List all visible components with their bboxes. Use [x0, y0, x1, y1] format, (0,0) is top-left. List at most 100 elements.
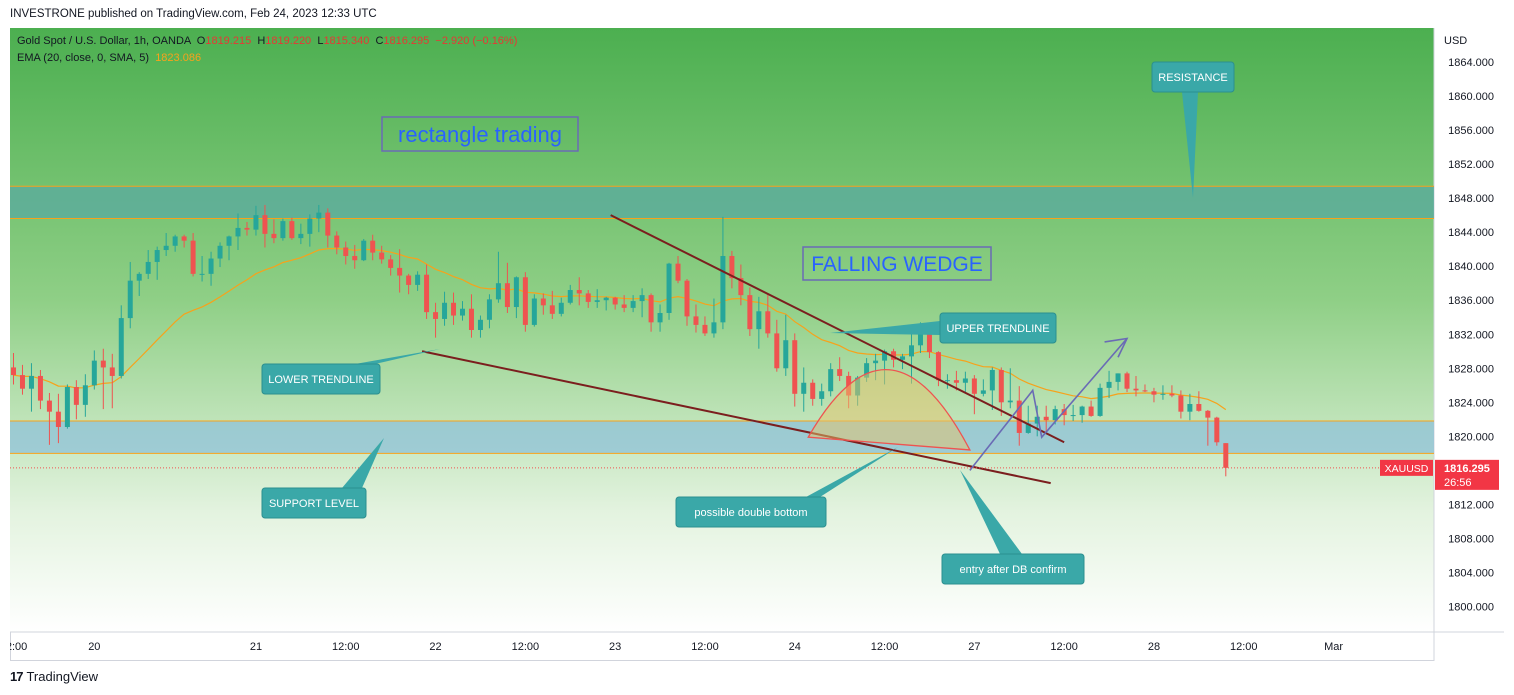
candle[interactable] — [73, 380, 79, 420]
falling-wedge-label[interactable]: FALLING WEDGE — [802, 246, 992, 281]
legend-ema-label[interactable]: EMA (20, close, 0, SMA, 5) — [17, 52, 150, 64]
candle[interactable] — [504, 262, 510, 313]
candle[interactable] — [433, 302, 439, 338]
candle[interactable] — [1088, 400, 1094, 417]
candle[interactable] — [226, 235, 232, 261]
candle[interactable] — [657, 304, 663, 332]
candle[interactable] — [639, 288, 645, 318]
candle[interactable] — [37, 369, 43, 410]
candle[interactable] — [567, 284, 573, 305]
candle[interactable] — [361, 238, 367, 262]
support-zone[interactable] — [10, 421, 1434, 454]
candle[interactable] — [1007, 368, 1013, 409]
candle[interactable] — [666, 262, 672, 320]
candle[interactable] — [100, 348, 106, 410]
current-price-tag[interactable]: XAUUSD 1816.295 26:56 — [1380, 459, 1499, 490]
candle[interactable] — [145, 250, 151, 279]
candle[interactable] — [1187, 393, 1193, 421]
candle[interactable] — [720, 216, 726, 330]
candle[interactable] — [801, 367, 807, 412]
candle[interactable] — [253, 205, 259, 236]
candle[interactable] — [46, 392, 52, 445]
candle[interactable] — [11, 352, 16, 385]
candle[interactable] — [495, 251, 501, 303]
candle[interactable] — [998, 367, 1004, 416]
candle[interactable] — [136, 272, 142, 296]
candle[interactable] — [1043, 405, 1049, 434]
candle[interactable] — [91, 350, 97, 390]
candle[interactable] — [792, 333, 798, 407]
candle[interactable] — [738, 264, 744, 306]
candle[interactable] — [325, 208, 331, 248]
candle[interactable] — [891, 348, 897, 368]
candle[interactable] — [1142, 384, 1148, 393]
candle[interactable] — [909, 334, 914, 384]
candle[interactable] — [334, 231, 340, 255]
double-bottom-arc[interactable] — [807, 369, 971, 451]
candle[interactable] — [289, 217, 295, 240]
candle[interactable] — [837, 357, 843, 382]
candle[interactable] — [576, 277, 582, 306]
candle[interactable] — [190, 233, 196, 277]
candle[interactable] — [343, 241, 349, 265]
candle[interactable] — [154, 246, 160, 280]
candle[interactable] — [702, 316, 708, 336]
candle[interactable] — [1016, 386, 1022, 446]
candle[interactable] — [217, 242, 223, 268]
candle[interactable] — [370, 234, 376, 261]
candle[interactable] — [379, 245, 385, 264]
candle[interactable] — [118, 305, 124, 379]
candle[interactable] — [1133, 375, 1139, 397]
candle[interactable] — [531, 294, 537, 327]
candle[interactable] — [594, 289, 600, 308]
candle[interactable] — [765, 294, 771, 338]
candle[interactable] — [262, 204, 268, 248]
candle[interactable] — [468, 294, 474, 338]
ema-line[interactable] — [13, 247, 1227, 411]
candle[interactable] — [953, 370, 959, 391]
candle[interactable] — [1196, 391, 1202, 412]
candle[interactable] — [307, 214, 313, 247]
candle[interactable] — [819, 383, 825, 406]
candle[interactable] — [64, 384, 70, 429]
candle[interactable] — [424, 264, 430, 319]
rectangle-trading-label[interactable]: rectangle trading — [381, 116, 579, 152]
candle[interactable] — [558, 297, 564, 317]
candle[interactable] — [1025, 405, 1031, 434]
candle[interactable] — [298, 223, 304, 245]
price-chart[interactable]: RESISTANCE UPPER TRENDLINE LOWER TRENDLINE… — [10, 28, 1504, 661]
legend-symbol[interactable]: Gold Spot / U.S. Dollar, 1h, OANDA — [17, 35, 191, 47]
candle[interactable] — [109, 353, 115, 409]
candle[interactable] — [172, 234, 178, 252]
support-level-callout[interactable]: SUPPORT LEVEL — [261, 438, 384, 519]
candle[interactable] — [980, 379, 986, 397]
candle[interactable] — [199, 255, 205, 282]
candle[interactable] — [756, 296, 762, 349]
candle[interactable] — [513, 276, 519, 319]
candle[interactable] — [280, 218, 286, 241]
candle[interactable] — [486, 294, 492, 329]
candle[interactable] — [352, 244, 358, 269]
candle[interactable] — [28, 363, 34, 412]
candle[interactable] — [163, 233, 169, 256]
candle[interactable] — [1079, 405, 1085, 423]
candle[interactable] — [19, 364, 25, 395]
candle[interactable] — [603, 296, 609, 311]
resistance-callout[interactable]: RESISTANCE — [1151, 61, 1235, 198]
candle[interactable] — [1205, 409, 1211, 446]
candle[interactable] — [675, 255, 681, 284]
candle[interactable] — [1169, 385, 1175, 398]
candle[interactable] — [442, 291, 448, 326]
candle[interactable] — [711, 298, 717, 338]
candle[interactable] — [944, 374, 950, 389]
tradingview-logo[interactable]: 17 TradingView — [10, 669, 98, 684]
candle[interactable] — [1106, 370, 1112, 399]
candle[interactable] — [316, 204, 322, 233]
projection-path[interactable] — [969, 337, 1128, 471]
candle[interactable] — [1160, 385, 1166, 400]
entry-callout[interactable]: entry after DB confirm — [941, 470, 1085, 585]
candle[interactable] — [1070, 404, 1076, 422]
upper-trendline[interactable] — [610, 214, 1065, 444]
lower-trendline[interactable] — [421, 350, 1051, 485]
candle[interactable] — [181, 234, 187, 248]
